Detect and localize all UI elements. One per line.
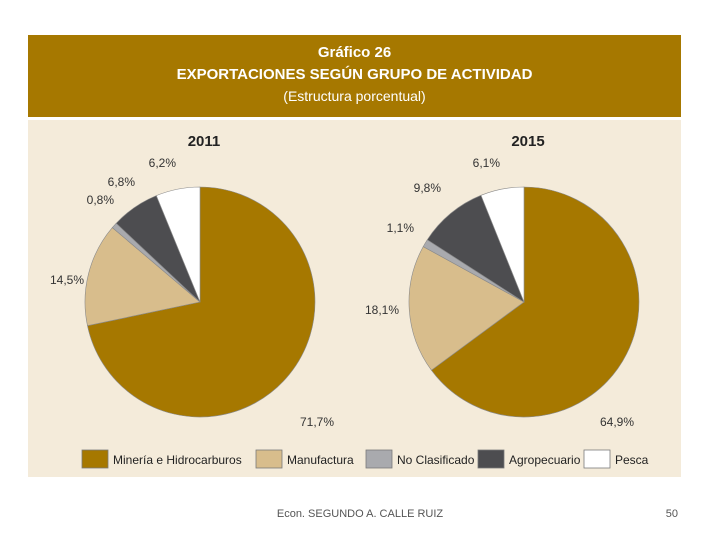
slice-label-2015-pesca: 6,1%: [473, 156, 501, 170]
chart-subtitle: (Estructura porcentual): [283, 88, 426, 104]
legend-swatch-pesca: [583, 449, 611, 469]
legend-label-manufactura: Manufactura: [287, 453, 354, 467]
slice-label-2015-mineria-e-hidrocarburos: 64,9%: [600, 415, 634, 429]
chart-panel: 2011 71,7% 14,5% 0,8% 6,8% 6,2% 2015 64,9% 18,1%…: [28, 120, 681, 477]
slice-label-2011-agropecuario: 6,8%: [108, 175, 136, 189]
legend-label-mineria-e-hidrocarburos: Minería e Hidrocarburos: [113, 453, 242, 467]
legend-label-agropecuario: Agropecuario: [509, 453, 581, 467]
footer-author: Econ. SEGUNDO A. CALLE RUIZ: [276, 508, 444, 520]
slice-label-2015-manufactura: 18,1%: [365, 303, 399, 317]
pie-slice-2011-pesca: [155, 186, 201, 303]
pie-slice-2015-manufactura: [408, 246, 525, 371]
pie-title-2015: 2015: [511, 133, 544, 150]
legend-swatch-agropecuario: [477, 449, 505, 469]
legend-swatch-mineria-e-hidrocarburos: [81, 449, 109, 469]
chart-header: Gráfico 26 EXPORTACIONES SEGÚN GRUPO DE …: [28, 35, 681, 117]
slice-label-2011-pesca: 6,2%: [149, 156, 177, 170]
pie-slice-2011-mineria-e-hidrocarburos: [87, 186, 316, 418]
page-number: 50: [665, 508, 678, 520]
slice-label-2011-mineria-e-hidrocarburos: 71,7%: [300, 415, 334, 429]
pie-slice-2015-mineria-e-hidrocarburos: [430, 186, 640, 418]
legend-label-no-clasificado: No Clasificado: [397, 453, 475, 467]
pie-slice-2015-pesca: [480, 186, 525, 303]
slice-label-2011-no-clasificado: 0,8%: [87, 193, 115, 207]
slice-label-2011-manufactura: 14,5%: [50, 273, 84, 287]
chart-title: EXPORTACIONES SEGÚN GRUPO DE ACTIVIDAD: [176, 66, 533, 83]
slice-label-2015-no-clasificado: 1,1%: [387, 221, 415, 235]
legend-swatch-manufactura: [255, 449, 283, 469]
legend-swatch-no-clasificado: [365, 449, 393, 469]
legend-label-pesca: Pesca: [615, 453, 649, 467]
chart-number: Gráfico 26: [317, 44, 392, 61]
pie-charts: 2011 71,7% 14,5% 0,8% 6,8% 6,2% 2015 64,9% 18,1%…: [50, 133, 649, 469]
pie-slice-2011-manufactura: [84, 227, 201, 327]
slice-label-2015-agropecuario: 9,8%: [414, 181, 442, 195]
pie-title-2011: 2011: [188, 133, 221, 150]
